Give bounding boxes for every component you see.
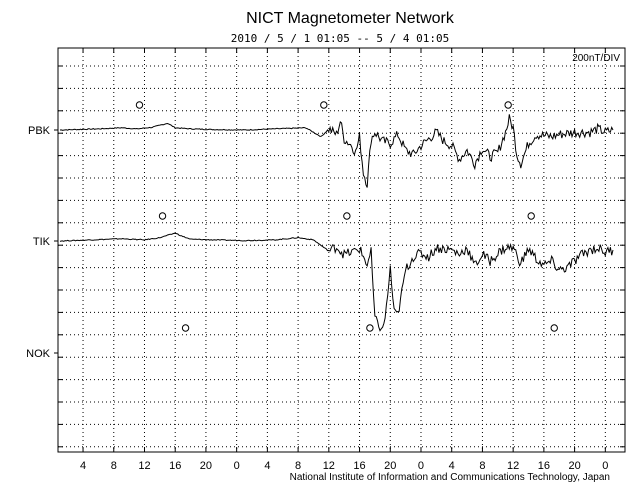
- x-tick-label: 12: [323, 460, 335, 472]
- chart-subtitle: 2010 / 5 / 1 01:05 -- 5 / 4 01:05: [230, 32, 450, 45]
- local-midnight-marker: [550, 324, 558, 332]
- local-midnight-marker: [343, 212, 351, 220]
- x-tick-label: 20: [200, 460, 212, 472]
- x-tick-label: 16: [169, 460, 181, 472]
- trace-pbk: [59, 114, 614, 188]
- x-tick-label: 0: [418, 460, 424, 472]
- x-tick-label: 20: [568, 460, 580, 472]
- x-tick-label: 4: [80, 460, 86, 472]
- x-tick-label: 16: [353, 460, 365, 472]
- station-label-nok: NOK: [26, 348, 51, 360]
- x-tick-label: 8: [111, 460, 117, 472]
- local-midnight-marker: [504, 101, 512, 109]
- x-tick-label: 0: [234, 460, 240, 472]
- x-tick-label: 4: [449, 460, 455, 472]
- x-tick-label: 12: [507, 460, 519, 472]
- plot-frame: [57, 47, 626, 453]
- local-midnight-marker: [320, 101, 328, 109]
- local-midnight-marker: [181, 324, 190, 332]
- x-tick-label: 16: [538, 460, 550, 472]
- scale-label: 200nT/DIV: [572, 53, 620, 64]
- chart-title: NICT Magnetometer Network: [246, 10, 454, 27]
- local-midnight-marker: [366, 324, 374, 332]
- x-tick-label: 0: [602, 460, 608, 472]
- x-tick-label: 4: [264, 460, 270, 472]
- trace-tik: [59, 232, 614, 332]
- x-tick-label: 12: [138, 460, 150, 472]
- x-tick-label: 8: [479, 460, 485, 472]
- station-label-pbk: PBK: [28, 125, 51, 137]
- x-tick-label: 8: [295, 460, 301, 472]
- footer-credit: National Institute of Information and Co…: [289, 472, 610, 483]
- local-midnight-marker: [527, 212, 535, 220]
- local-midnight-marker: [158, 212, 167, 220]
- x-tick-label: 20: [384, 460, 396, 472]
- local-midnight-marker: [135, 101, 144, 109]
- station-label-tik: TIK: [33, 236, 51, 248]
